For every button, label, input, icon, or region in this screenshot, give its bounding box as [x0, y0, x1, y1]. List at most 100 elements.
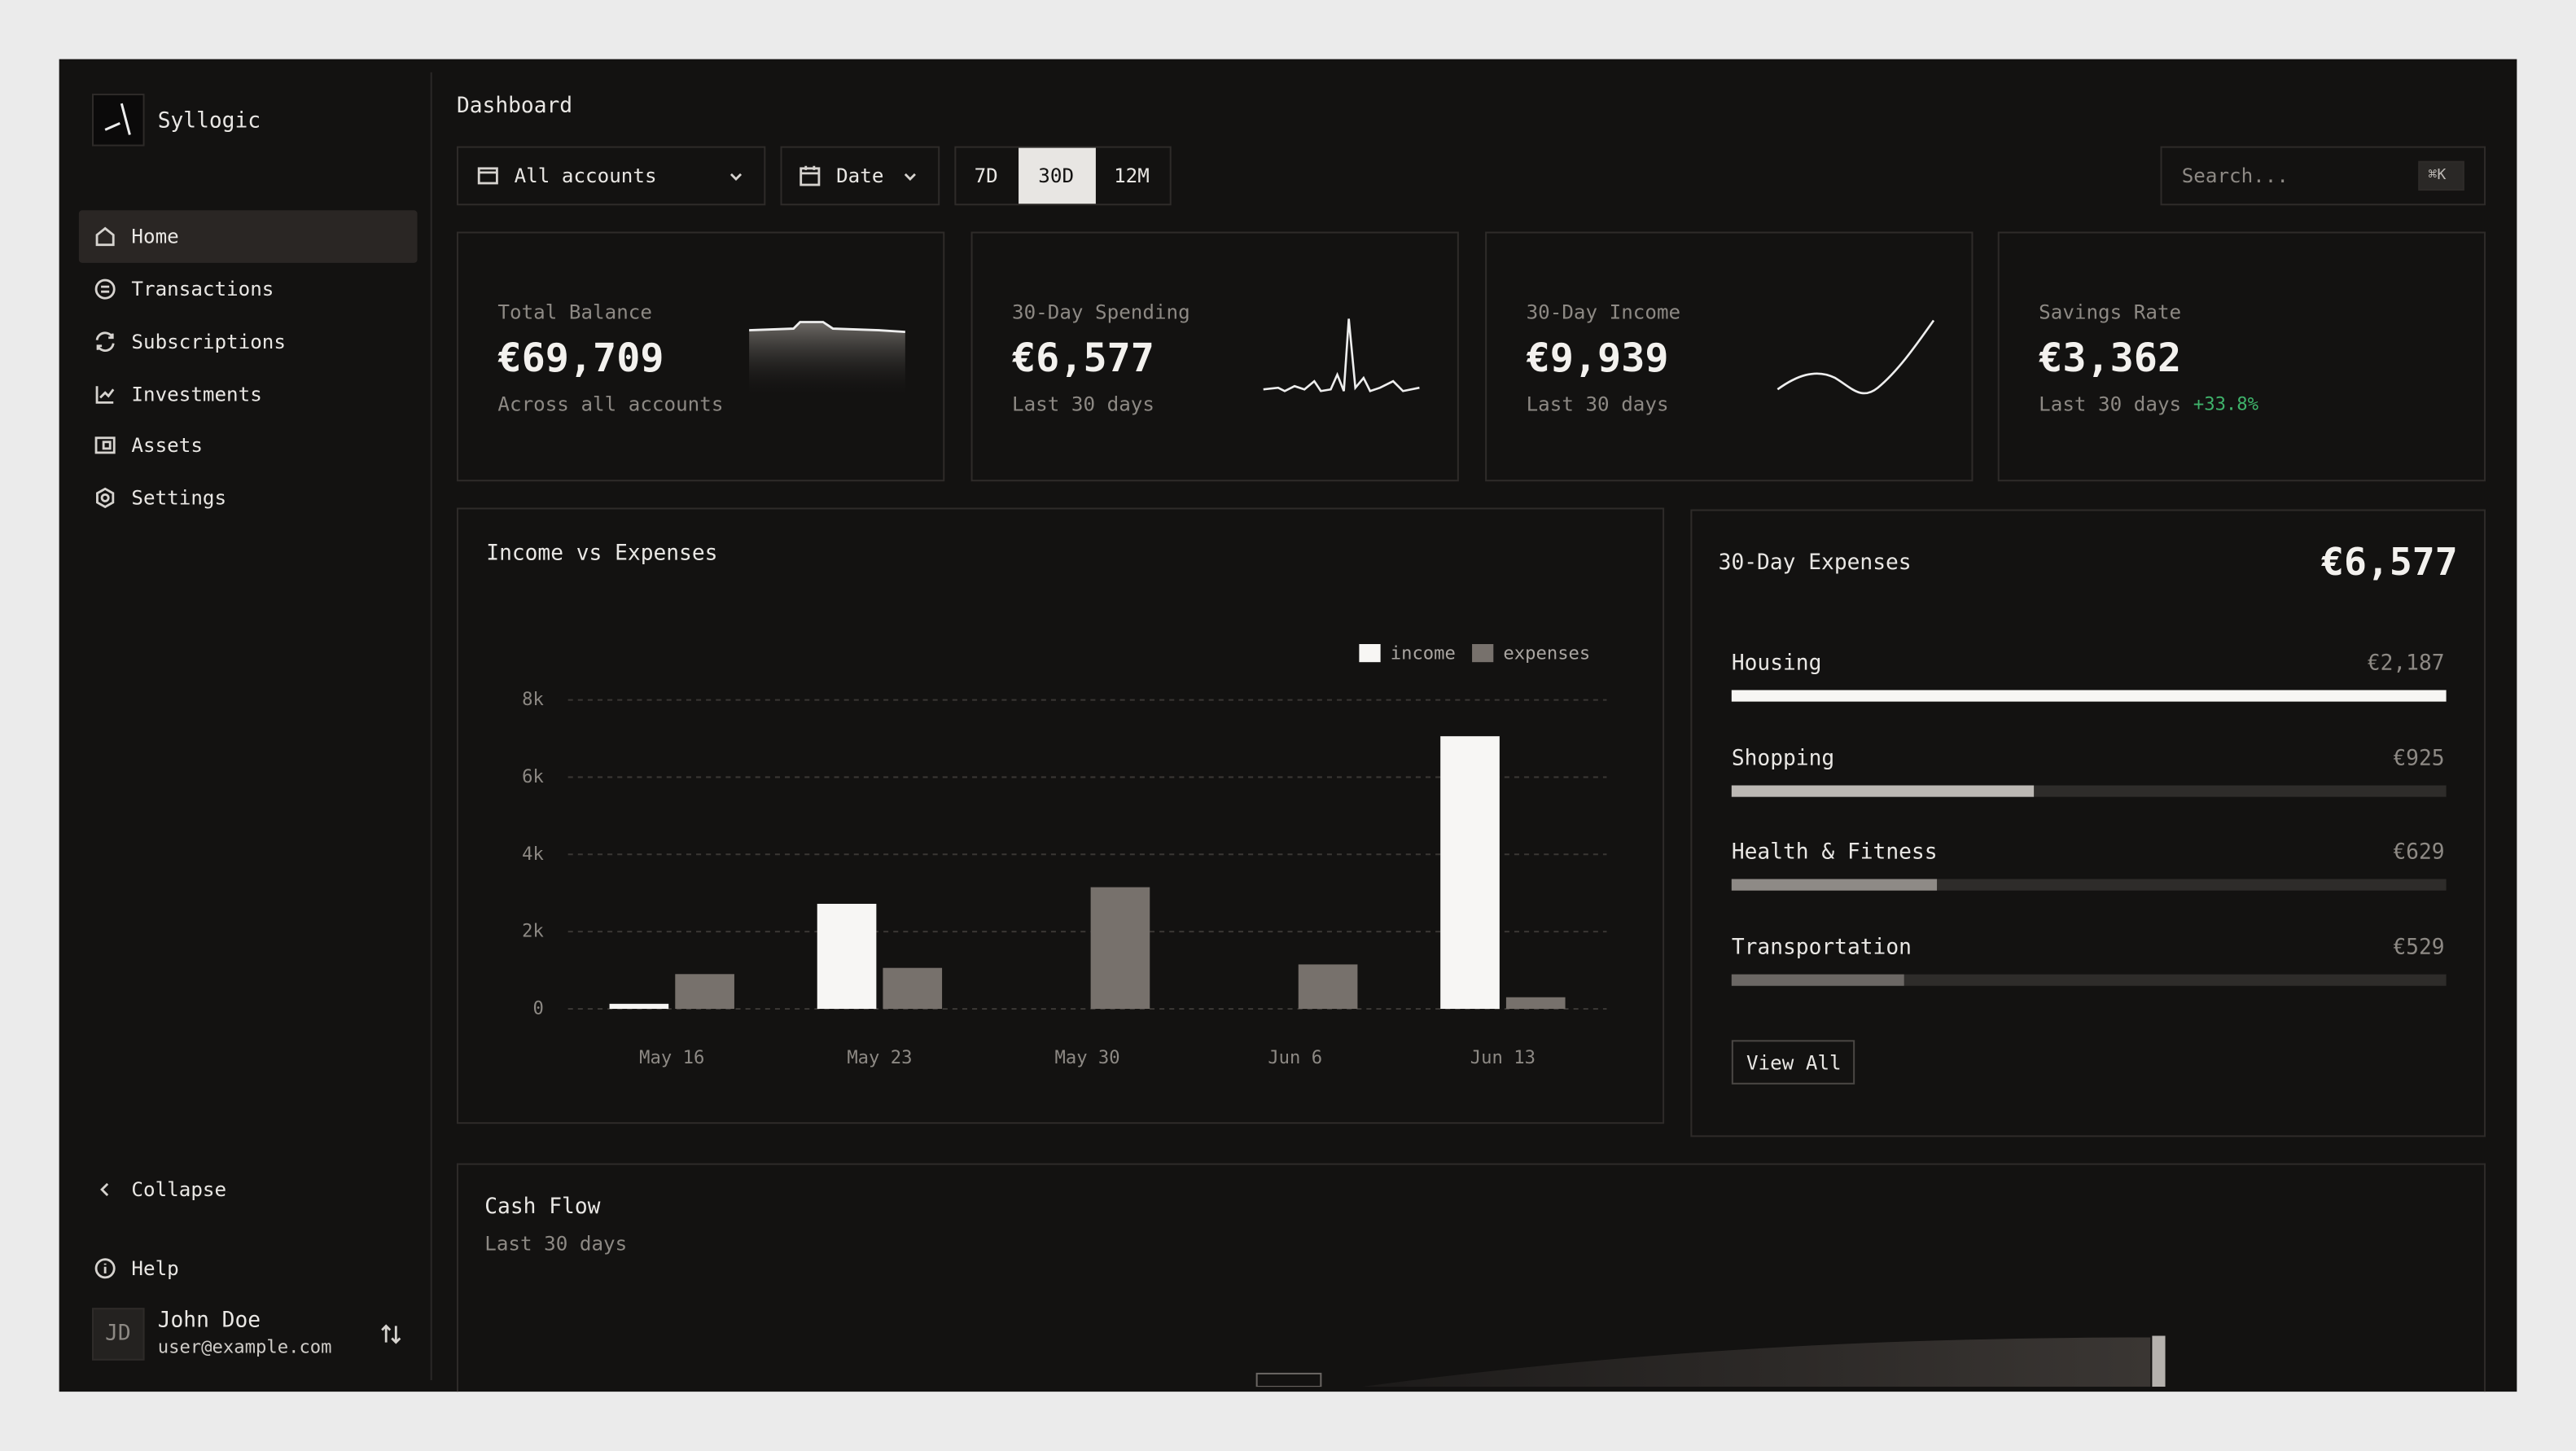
panel-title: 30-Day Expenses — [1718, 550, 1912, 576]
user-email: user@example.com — [157, 1336, 332, 1358]
bar — [1731, 784, 2035, 796]
chevron — [729, 173, 743, 181]
bar-track — [1731, 973, 2447, 985]
nav-item[interactable]: Subscriptions — [131, 330, 286, 353]
chart: Income vs Expenses 0 2k 4k 6k 8k May 16 May 23 M… — [486, 541, 1607, 1068]
nav-item[interactable]: Assets — [131, 433, 203, 457]
page-title: Dashboard — [456, 94, 573, 120]
bar — [1731, 879, 1938, 891]
range-toggle — [954, 146, 1172, 206]
chart-title: Income vs Expenses — [486, 541, 717, 566]
app-window: Syllogic Home Transactions Subscriptions… — [59, 59, 2517, 1392]
account-switch-icon[interactable] — [379, 1322, 402, 1345]
panel-title: Cash Flow — [484, 1195, 601, 1221]
cashflow-panel: Cash Flow Last 30 days — [456, 1163, 2486, 1392]
chevron — [904, 173, 916, 181]
range-option[interactable]: 7D — [974, 164, 998, 188]
bar — [883, 967, 943, 1009]
legend-swatch — [1472, 644, 1494, 663]
card-note: Last 30 days — [2039, 392, 2182, 416]
date-filter-label: Date — [836, 164, 884, 188]
y-tick-label: 0 — [533, 997, 544, 1019]
nav-item[interactable]: Investments — [131, 383, 262, 406]
spending-sparkline — [1263, 318, 1420, 392]
bar — [1731, 690, 2447, 702]
collapse-icon — [100, 1182, 109, 1196]
bar — [1440, 736, 1500, 1009]
x-tick-label: Jun 13 — [1470, 1047, 1536, 1068]
card-label: 30-Day Income — [1526, 300, 1681, 324]
x-tick-label: Jun 6 — [1268, 1047, 1322, 1068]
expenses-panel: 30-Day Expenses €6,577 Housing €2,187 Shop… — [1690, 509, 2486, 1138]
user-name[interactable]: John Doe — [157, 1309, 261, 1334]
nav-item[interactable]: Home — [131, 225, 179, 248]
category-amount: €2,187 — [2367, 651, 2445, 677]
subscriptions-icon — [95, 331, 115, 352]
legend-label: income — [1391, 643, 1456, 664]
range-active-bg — [1019, 147, 1096, 204]
logo — [92, 94, 145, 147]
nav-item[interactable]: Settings — [131, 486, 227, 510]
bar — [1298, 964, 1358, 1009]
cashflow-preview — [1255, 1335, 2166, 1387]
expenses-total: €6,577 — [2321, 541, 2458, 585]
card-change: +33.8% — [2193, 393, 2259, 415]
settings-icon — [96, 487, 115, 509]
home-icon — [95, 226, 115, 247]
search-box[interactable] — [2160, 146, 2486, 206]
help-link[interactable]: Help — [131, 1256, 179, 1280]
card-label: 30-Day Spending — [1012, 300, 1190, 324]
collapse-button[interactable]: Collapse — [131, 1177, 227, 1202]
view-all-button[interactable] — [1731, 1040, 1855, 1085]
y-tick-label: 2k — [522, 921, 544, 942]
panel-subtitle: Last 30 days — [484, 1232, 628, 1256]
category-name: Shopping — [1731, 746, 1835, 771]
category-name: Transportation — [1731, 935, 1912, 960]
wallet-icon — [477, 167, 498, 185]
stat-card: 30-Day Income €9,939 Last 30 days — [1485, 231, 1974, 482]
bar — [675, 974, 734, 1009]
logo-mark — [104, 103, 131, 135]
card-note: Last 30 days — [1526, 392, 1669, 416]
nav-active-bg — [78, 210, 418, 263]
account-filter-label: All accounts — [514, 164, 657, 188]
range-option[interactable]: 30D — [1038, 164, 1075, 188]
range-option[interactable]: 12M — [1114, 164, 1150, 188]
card-label: Total Balance — [497, 300, 652, 324]
stat-card: Savings Rate €3,362 Last 30 days +33.8% — [1997, 231, 2486, 482]
transactions-icon — [94, 278, 116, 300]
card-label: Savings Rate — [2039, 300, 2182, 324]
view-all-label: View All — [1746, 1051, 1842, 1075]
income-sparkline — [1776, 319, 1935, 395]
assets-icon — [94, 436, 116, 454]
x-tick-label: May 23 — [847, 1047, 912, 1068]
card-value: €6,577 — [1012, 335, 1154, 382]
investments-icon — [95, 386, 115, 404]
chart-panel: Income vs Expenses 0 2k 4k 6k 8k May 16 May 23 M… — [456, 507, 1665, 1124]
date-filter[interactable] — [780, 146, 940, 206]
account-filter[interactable] — [456, 146, 766, 206]
category-amount: €529 — [2393, 935, 2445, 960]
search-placeholder: Search... — [2181, 164, 2289, 188]
category-name: Health & Fitness — [1731, 840, 1938, 866]
bar — [1090, 887, 1150, 1009]
category-name: Housing — [1731, 651, 1822, 677]
stat-card: Total Balance €69,709 Across all account… — [456, 231, 945, 482]
search-shortcut: ⌘K — [2428, 167, 2447, 184]
y-tick-label: 6k — [522, 766, 544, 787]
category-amount: €629 — [2393, 840, 2445, 866]
stat-card: 30-Day Spending €6,577 Last 30 days — [970, 231, 1459, 482]
nav-item[interactable]: Transactions — [131, 278, 274, 301]
card-value: €69,709 — [497, 335, 664, 382]
card-value: €3,362 — [2039, 335, 2182, 382]
y-tick-label: 8k — [522, 689, 544, 710]
balance-sparkline — [749, 321, 905, 398]
avatar-initials: JD — [105, 1322, 131, 1347]
x-tick-label: May 30 — [1054, 1047, 1119, 1068]
calendar-icon — [800, 165, 821, 186]
card-value: €9,939 — [1526, 335, 1669, 382]
card-note: Across all accounts — [497, 392, 724, 416]
sidebar-divider — [430, 72, 432, 1380]
bar — [1505, 997, 1566, 1009]
